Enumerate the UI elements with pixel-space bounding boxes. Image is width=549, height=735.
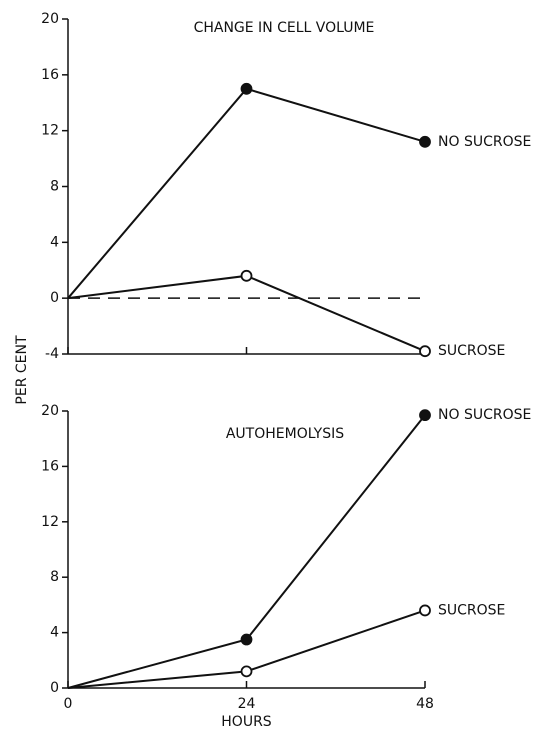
series-line (67, 414, 426, 689)
x-tick-label: 24 (238, 696, 256, 712)
series-label: SUCROSE (438, 343, 505, 359)
x-tick-label: 0 (64, 696, 73, 712)
marker (240, 269, 253, 282)
y-tick-label: 0 (50, 290, 59, 306)
marker (419, 135, 431, 148)
series-label: SUCROSE (438, 602, 505, 618)
x-axis-label: HOURS (221, 714, 272, 730)
series-label: NO SUCROSE (438, 134, 531, 150)
marker (240, 82, 253, 95)
y-tick-label: 4 (50, 625, 59, 641)
series-label: NO SUCROSE (438, 407, 531, 423)
y-tick-label: 0 (50, 680, 59, 696)
y-tick-label: 20 (41, 11, 59, 27)
y-tick-label: 12 (41, 123, 59, 139)
y-tick-label: -4 (45, 346, 59, 362)
y-tick-label: 16 (41, 67, 59, 83)
series-line (67, 274, 426, 353)
y-tick-label: 8 (50, 569, 59, 585)
marker (419, 604, 431, 617)
marker (240, 633, 253, 646)
chart-title: CHANGE IN CELL VOLUME (194, 20, 375, 36)
y-tick-label: 8 (50, 179, 59, 195)
marker (419, 345, 431, 358)
x-tick-label: 48 (416, 696, 434, 712)
marker (240, 665, 253, 678)
marker (419, 409, 431, 422)
y-axis-label: PER CENT (14, 335, 30, 405)
y-tick-label: 4 (50, 234, 59, 250)
y-tick-label: 12 (41, 514, 59, 530)
y-tick-label: 16 (41, 458, 59, 474)
chart-title: AUTOHEMOLYSIS (226, 426, 344, 442)
y-tick-label: 20 (41, 403, 59, 419)
series-line (67, 87, 426, 299)
